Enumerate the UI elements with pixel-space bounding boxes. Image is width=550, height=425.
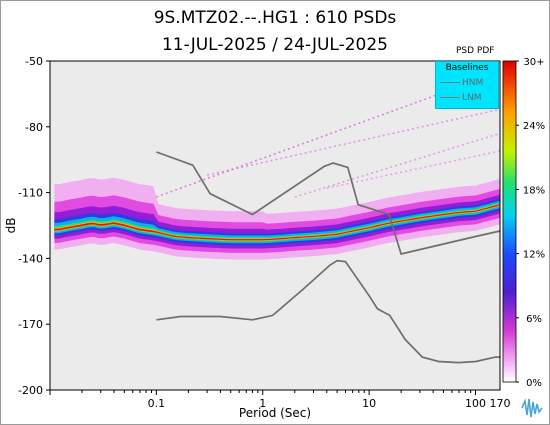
legend-entry-lnm: LNM	[440, 93, 482, 103]
x-axis-label: Period (Sec)	[239, 406, 311, 420]
colorbar-title: PSD PDF	[456, 46, 495, 56]
x-tick-label: 100	[465, 397, 486, 410]
legend-label-lnm: LNM	[462, 93, 482, 103]
x-tick-label: 1	[259, 397, 266, 410]
legend-title: Baselines	[445, 63, 489, 73]
outlier-trace-2	[294, 132, 501, 198]
colorbar-tick-label: 6%	[526, 314, 542, 325]
y-axis-label: dB	[4, 218, 18, 234]
baselines-legend: Baselines HNM LNM	[435, 61, 499, 109]
colorbar-tick-label: 12%	[523, 250, 545, 261]
baseline-hnm	[156, 151, 501, 256]
plot-border	[49, 60, 501, 391]
chart-title: 9S.MTZ02.--.HG1 : 610 PSDs	[153, 8, 397, 28]
y-tick-label: -80	[25, 121, 43, 134]
colorbar-tick-label: 0%	[526, 378, 542, 389]
legend-swatch-hnm	[440, 82, 460, 83]
colorbar-tick-label: 30+	[523, 57, 544, 68]
outlier-trace-0	[156, 71, 501, 198]
y-tick-label: -170	[18, 318, 43, 331]
legend-label-hnm: HNM	[462, 78, 484, 88]
y-tick-label: -110	[18, 187, 43, 200]
y-tick-label: -200	[18, 384, 43, 397]
x-tick-label: 170	[490, 397, 511, 410]
waveform-logo-icon	[521, 398, 543, 418]
chart-subtitle: 11-JUL-2025 / 24-JUL-2025	[161, 35, 388, 55]
colorbar	[502, 60, 517, 383]
legend-swatch-lnm	[440, 97, 460, 98]
y-tick-label: -140	[18, 252, 43, 265]
colorbar-tick-label: 18%	[523, 185, 545, 196]
legend-entry-hnm: HNM	[440, 78, 483, 88]
x-tick-label: 0.1	[148, 397, 166, 410]
baseline-lnm	[156, 259, 500, 364]
outlier-trace-1	[206, 108, 501, 176]
x-tick-label: 10	[362, 397, 376, 410]
colorbar-tick-label: 24%	[523, 121, 545, 132]
y-tick-label: -50	[25, 55, 43, 68]
